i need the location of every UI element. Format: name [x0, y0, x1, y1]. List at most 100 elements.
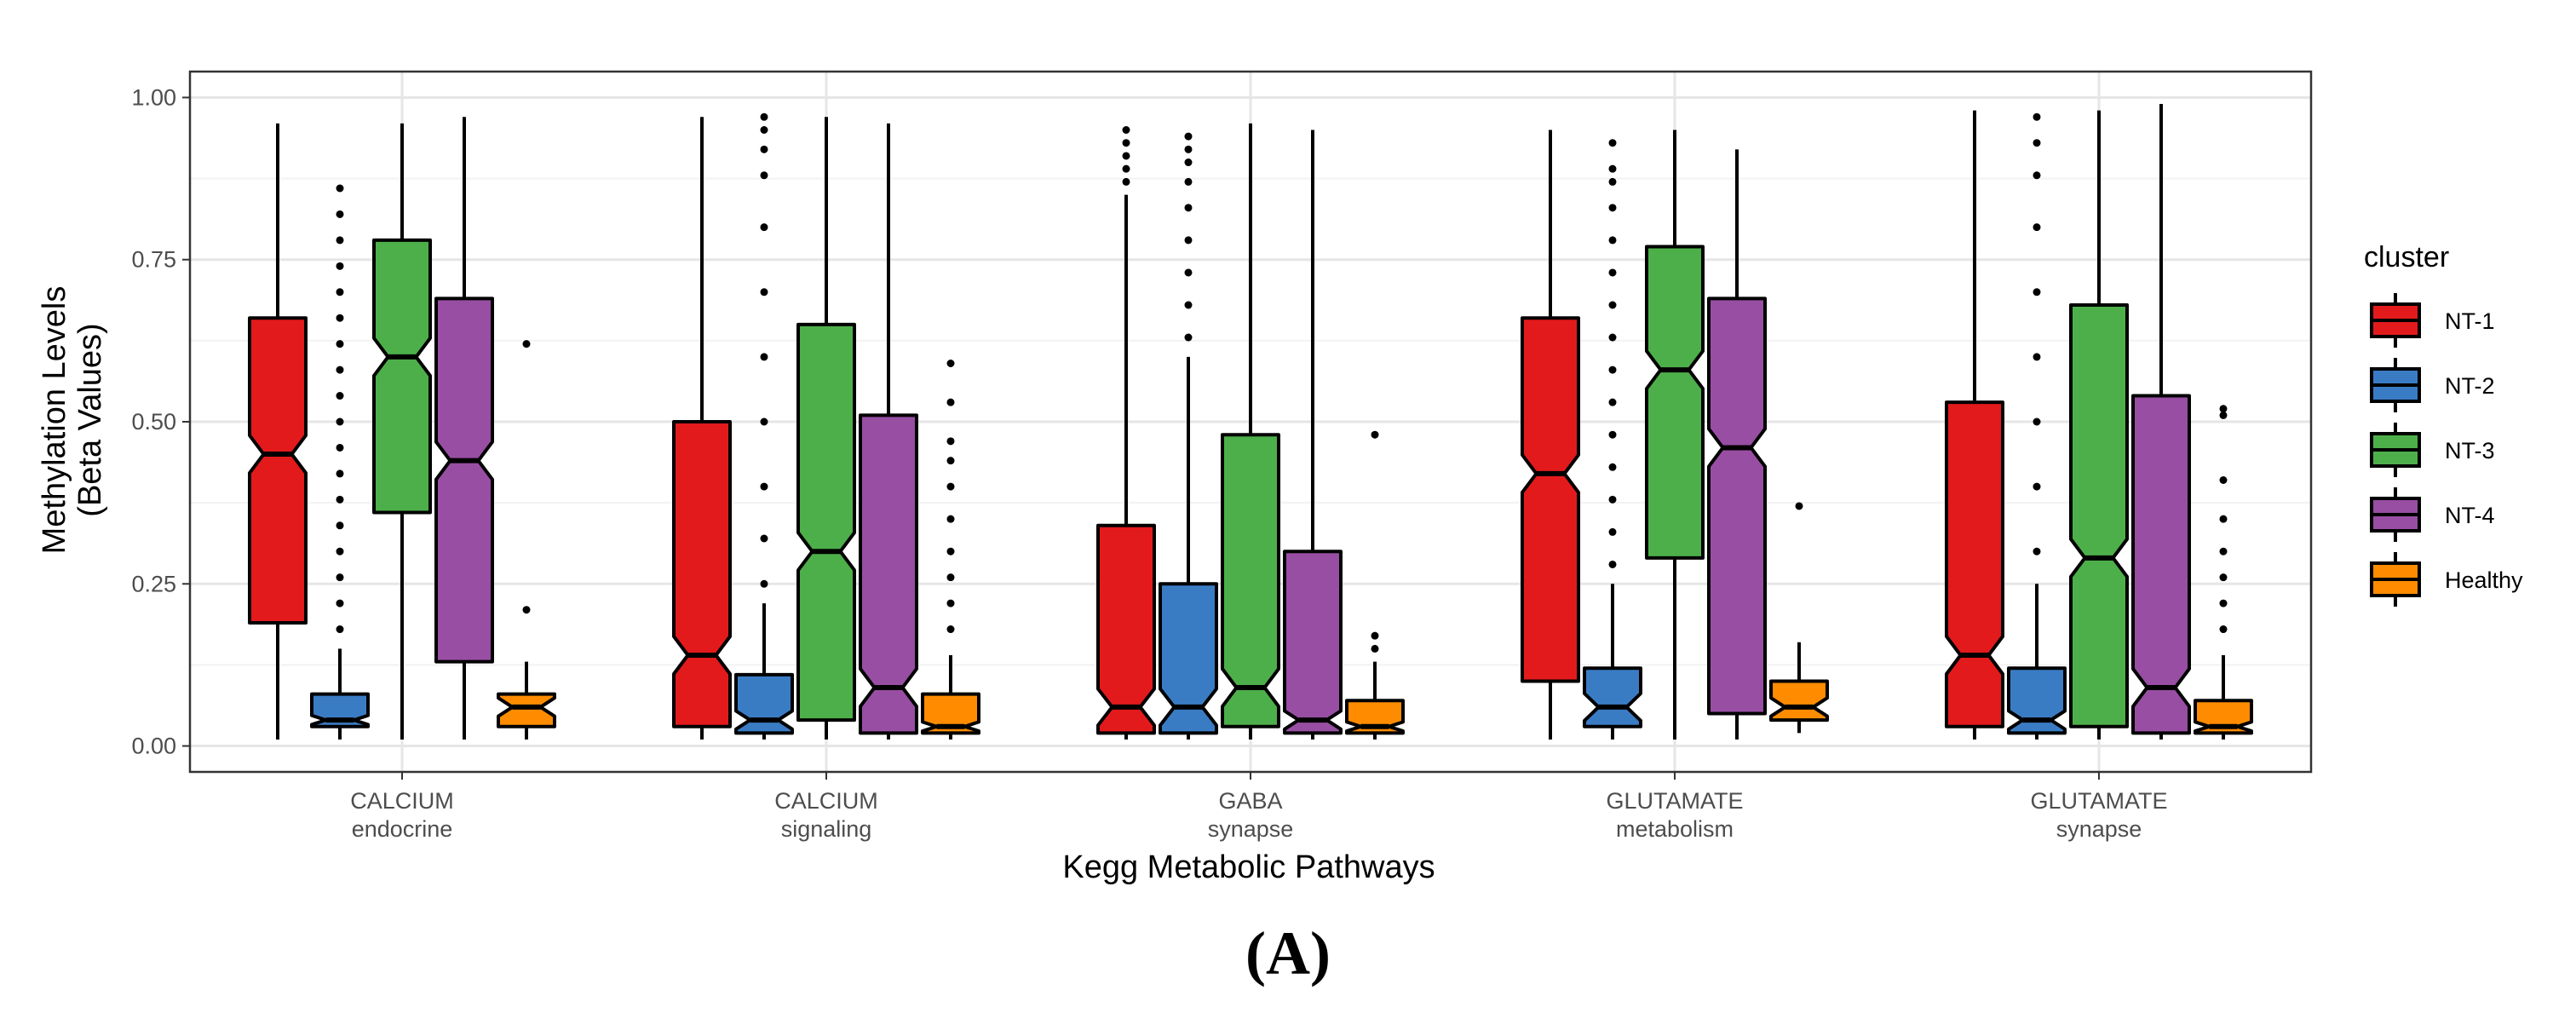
- outlier-point: [946, 360, 955, 367]
- y-axis-title-line1: Methylation Levels: [37, 286, 72, 555]
- box-healthy-1: [497, 340, 556, 740]
- panel-label: (A): [1245, 919, 1331, 987]
- box-nt-1-4: [1521, 130, 1580, 740]
- box-body: [921, 692, 980, 735]
- outlier-point: [946, 547, 955, 556]
- outlier-point: [1608, 139, 1617, 147]
- legend-label: Healthy: [2445, 567, 2523, 593]
- outlier-point: [336, 625, 344, 634]
- box-body: [1283, 550, 1343, 735]
- outlier-point: [760, 112, 768, 121]
- outlier-point: [2219, 599, 2228, 607]
- outlier-point: [1184, 236, 1193, 245]
- y-axis: 0.00 0.25 0.50 0.75 1.00: [131, 84, 190, 759]
- outlier-point: [1371, 430, 1379, 439]
- outlier-point: [2219, 573, 2228, 582]
- outlier-point: [760, 534, 768, 543]
- outlier-point: [1184, 145, 1193, 153]
- outlier-point: [336, 288, 344, 296]
- outlier-point: [1122, 139, 1130, 147]
- outlier-point: [1608, 177, 1617, 186]
- outlier-point: [1608, 366, 1617, 374]
- box-nt-3-5: [2069, 110, 2129, 740]
- outlier-point: [946, 457, 955, 465]
- outlier-point: [2219, 625, 2228, 634]
- outlier-point: [2033, 547, 2041, 556]
- box-nt-2-5: [2007, 112, 2067, 740]
- outlier-point: [1608, 430, 1617, 439]
- y-tick-label: 0.75: [131, 247, 176, 273]
- outlier-point: [336, 443, 344, 452]
- outlier-point: [946, 625, 955, 634]
- box-nt-3-4: [1645, 130, 1705, 740]
- box-body: [434, 296, 494, 664]
- outlier-point: [946, 515, 955, 523]
- outlier-point: [336, 262, 344, 270]
- outlier-point: [336, 236, 344, 245]
- legend: cluster NT-1 NT-2 NT-3 NT-4 Healthy: [2364, 241, 2523, 607]
- legend-key-nt-3: NT-3: [2370, 423, 2495, 477]
- box-healthy-2: [921, 360, 980, 740]
- box-nt-4-1: [434, 117, 494, 740]
- outlier-point: [760, 417, 768, 426]
- outlier-point: [946, 398, 955, 406]
- y-tick-label: 1.00: [131, 84, 176, 110]
- x-tick-label-line2: signaling: [781, 816, 872, 842]
- outlier-point: [760, 482, 768, 491]
- outlier-point: [2033, 417, 2041, 426]
- outlier-point: [1608, 301, 1617, 309]
- outlier-point: [946, 437, 955, 446]
- outlier-point: [1184, 301, 1193, 309]
- box-body: [859, 413, 918, 735]
- x-tick-label-line2: metabolism: [1616, 816, 1734, 842]
- legend-key-nt-1: NT-1: [2370, 293, 2495, 348]
- box-nt-1-3: [1096, 126, 1156, 740]
- outlier-point: [760, 171, 768, 180]
- outlier-point: [1371, 644, 1379, 653]
- box-body: [1159, 582, 1218, 735]
- outlier-point: [1608, 560, 1617, 568]
- x-tick-label-line2: synapse: [2056, 816, 2142, 842]
- y-tick-label: 0.50: [131, 409, 176, 435]
- outlier-point: [336, 392, 344, 400]
- x-tick-label-line1: CALCIUM: [774, 788, 878, 814]
- legend-title: cluster: [2364, 241, 2449, 273]
- outlier-point: [522, 606, 531, 614]
- outlier-point: [2033, 223, 2041, 232]
- legend-label: NT-2: [2445, 373, 2495, 399]
- outlier-point: [1122, 164, 1130, 173]
- outlier-point: [2219, 547, 2228, 556]
- x-tick-label-line2: endocrine: [352, 816, 453, 842]
- box-body: [497, 692, 556, 728]
- box-nt-4-3: [1283, 130, 1343, 740]
- box-body: [372, 238, 432, 515]
- x-axis-title: Kegg Metabolic Pathways: [1062, 849, 1435, 885]
- outlier-point: [522, 340, 531, 348]
- x-tick-label-line1: GABA: [1218, 788, 1282, 814]
- outlier-point: [336, 521, 344, 530]
- outlier-point: [336, 495, 344, 504]
- box-body: [672, 420, 732, 728]
- box-nt-2-3: [1159, 132, 1218, 740]
- outlier-point: [760, 145, 768, 153]
- box-nt-1-2: [672, 117, 732, 740]
- outlier-point: [336, 469, 344, 478]
- legend-key-healthy: Healthy: [2370, 552, 2523, 607]
- outlier-point: [336, 417, 344, 426]
- y-tick-label: 0.00: [131, 734, 176, 759]
- legend-key-nt-2: NT-2: [2370, 358, 2495, 412]
- legend-label: NT-4: [2445, 503, 2495, 528]
- box-nt-4-5: [2131, 104, 2191, 740]
- box-body: [734, 672, 794, 735]
- outlier-point: [336, 547, 344, 556]
- box-nt-3-3: [1221, 123, 1280, 740]
- x-tick-label-line1: GLUTAMATE: [1606, 788, 1743, 814]
- box-healthy-3: [1345, 430, 1405, 740]
- outlier-point: [1608, 204, 1617, 212]
- outlier-point: [336, 366, 344, 374]
- outlier-point: [1608, 164, 1617, 173]
- outlier-point: [2219, 411, 2228, 419]
- outlier-point: [1122, 177, 1130, 186]
- y-axis-title-line2: (Beta Values): [72, 323, 108, 516]
